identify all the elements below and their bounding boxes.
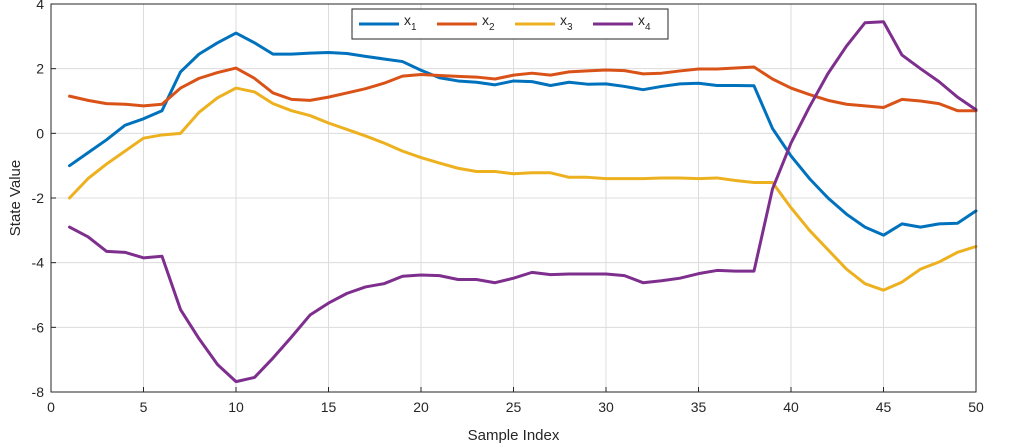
- series-line-x4: [68, 20, 978, 384]
- legend-label-x1: x1: [404, 12, 417, 33]
- y-tick-label: -6: [32, 319, 45, 335]
- x-tick-label: 35: [691, 399, 707, 415]
- legend-label-x4: x4: [638, 12, 651, 33]
- legend-label-subscript: 4: [645, 22, 651, 33]
- y-tick-label: -4: [32, 255, 45, 271]
- x-axis-title: Sample Index: [468, 427, 560, 444]
- y-tick-label: -2: [32, 190, 45, 206]
- ticks: 0 5 10 15 20 25 30 35 40 45 50 -8 -6 -4 -2 0 2 4: [32, 0, 984, 415]
- y-tick-label: -8: [32, 384, 45, 400]
- x-tick-label: 45: [876, 399, 892, 415]
- legend-label-name: x: [482, 12, 489, 28]
- x-tick-label: 50: [968, 399, 984, 415]
- legend-label-subscript: 2: [489, 22, 495, 33]
- legend-label-x3: x3: [560, 12, 573, 33]
- legend-label-name: x: [638, 12, 645, 28]
- y-tick-label: 0: [36, 125, 44, 141]
- x-tick-label: 15: [321, 399, 337, 415]
- series-line-x1: [68, 31, 978, 237]
- legend-label-subscript: 1: [411, 22, 417, 33]
- x-tick-label: 40: [783, 399, 799, 415]
- series-line-x3: [68, 86, 978, 292]
- legend-label-x2: x2: [482, 12, 495, 33]
- series-layer: [68, 20, 978, 384]
- y-tick-label: 2: [36, 61, 44, 77]
- x-tick-label: 25: [506, 399, 522, 415]
- x-tick-label: 5: [140, 399, 148, 415]
- y-tick-label: 4: [36, 0, 44, 12]
- x-tick-label: 20: [413, 399, 429, 415]
- series-line-x2: [68, 65, 978, 113]
- legend-label-subscript: 3: [567, 22, 573, 33]
- legend-label-name: x: [404, 12, 411, 28]
- x-tick-label: 0: [47, 399, 55, 415]
- legend: x1 x2 x3 x4: [351, 8, 669, 40]
- x-tick-label: 30: [598, 399, 614, 415]
- x-tick-label: 10: [228, 399, 244, 415]
- legend-label-name: x: [560, 12, 567, 28]
- y-axis-title: State Value: [7, 160, 24, 236]
